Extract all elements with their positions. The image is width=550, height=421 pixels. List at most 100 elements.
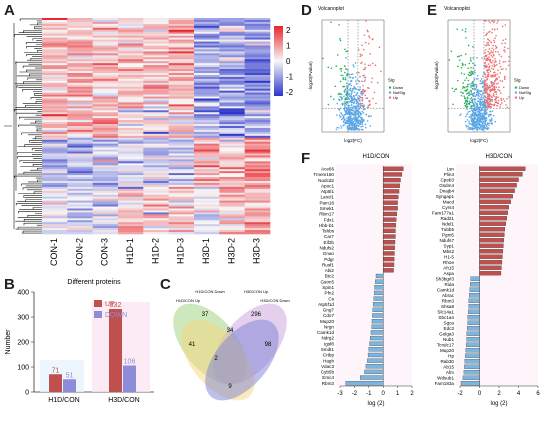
heatmap-cell [42,23,68,27]
heatmap-cell [143,157,169,160]
heatmap-sample-label: H1D-3 [176,238,186,264]
protein-label: Rab30 [440,359,454,364]
heatmap-cell [168,80,195,84]
heatmap-cell [143,23,169,27]
heatmap-cell [42,31,68,35]
heatmap-cell [168,90,195,93]
bar [383,217,397,222]
x-tick-label: -2 [457,391,463,397]
heatmap-cell [67,206,93,209]
heatmap-cell [143,143,169,146]
heatmap-cell [42,153,68,156]
protein-label: Lancl1 [320,195,334,200]
heatmap-cell [194,51,220,54]
heatmap-cell [194,61,220,64]
heatmap-cell [244,180,271,184]
heatmap-cell [244,198,271,201]
heatmap-cell [67,151,93,154]
heatmap-cell [244,88,271,91]
bar [462,375,480,380]
heatmap-cell [67,230,93,233]
heatmap-cell [118,124,144,127]
heatmap-cell [168,228,195,231]
heatmap-cell [92,155,119,158]
heatmap-cell [168,133,195,137]
heatmap-cell [219,51,245,54]
heatmap-cell [244,104,271,107]
bar [375,279,384,284]
heatmap-cell [194,206,220,209]
heatmap-cell [194,169,220,172]
heatmap-cell [244,78,271,82]
heatmap-cell [219,94,245,97]
heatmap-cell [219,126,245,129]
heatmap-cell [92,212,119,215]
heatmap-cell [194,80,220,84]
heatmap-cell [219,98,245,101]
heatmap-cell [143,204,169,207]
heatmap-cell [194,120,220,123]
heatmap-cell [143,102,169,105]
bar [479,183,517,188]
protein-label: Sgca [444,320,455,325]
heatmap-cell [143,165,169,168]
heatmap-cell [219,159,245,162]
heatmap-cell [118,69,144,72]
bar [468,304,480,309]
heatmap-cell [219,180,245,184]
heatmap-cell [67,76,93,80]
heatmap-cell [92,171,119,174]
protein-label: Pam16 [319,200,334,205]
heatmap-cell [244,21,271,25]
heatmap-cell [244,18,271,21]
heatmap-cell [194,180,220,184]
bar [383,256,395,262]
bar [467,315,480,320]
heatmap-cell [219,208,245,211]
legend-title: Sig [514,78,521,83]
heatmap-cell [118,210,144,213]
heatmap-cell [143,124,169,127]
heatmap-cell [244,112,271,115]
protein-label: Mup20 [440,348,454,353]
protein-label: Nudcd2 [318,178,334,183]
heatmap-cell [118,41,144,44]
heatmap-cell [92,47,119,50]
heatmap-cell [143,90,169,93]
heatmap-cell [92,23,119,27]
panel-label-d: D [301,2,312,19]
heatmap-cell [194,135,220,139]
heatmap-cell [143,71,169,74]
heatmap-cell [194,33,220,36]
heatmap-cell [118,45,144,48]
heatmap-cell [118,175,144,178]
bar [463,370,480,375]
heatmap-cell [67,129,93,133]
heatmap-cell [143,29,169,33]
protein-label: Pgm5 [442,232,454,237]
heatmap-cell [92,198,119,201]
heatmap-cell [194,59,220,62]
protein-label: Gstm5 [320,279,334,284]
heatmap-cell [168,116,195,119]
heatmap-cell [118,29,144,33]
heatmap-cell [67,108,93,111]
heatmap-cell [92,94,119,97]
heatmap-cell [194,190,220,194]
heatmap-cell [118,61,144,64]
heatmap-cell [42,165,68,168]
heatmap-cell [143,212,169,215]
heatmap-cell [118,198,144,201]
protein-label: Ndufs7 [439,238,454,243]
bar [479,166,526,171]
heatmap-cell [194,65,220,68]
heatmap-cell [92,161,119,164]
heatmap-cell [194,230,220,233]
fold-change-panel: H1D/CON -3 -2 -1 0 1 2 log (2) Ace66Tmem160Nudcd… [313,154,540,407]
heatmap-cell [143,110,169,113]
heatmap-cell [194,41,220,44]
x-category-label: H1D/CON [48,397,80,404]
heatmap-cell [168,25,195,29]
heatmap-cell [244,114,271,117]
heatmap-cell [92,206,119,209]
